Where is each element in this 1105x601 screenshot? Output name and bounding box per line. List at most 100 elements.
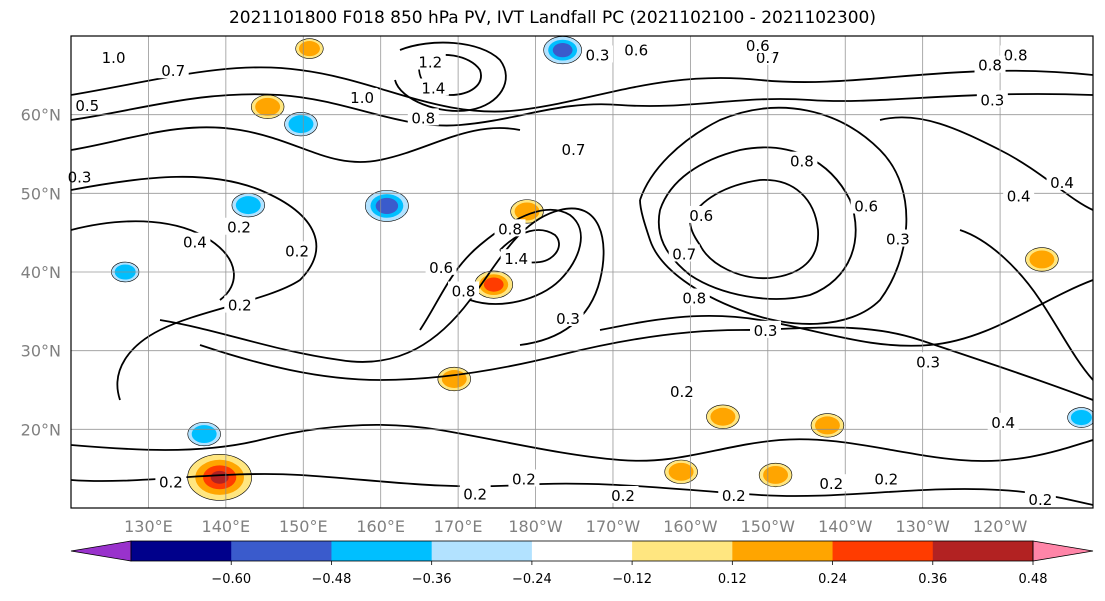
lon-tick-label: 130°W — [895, 517, 950, 536]
contour-label-bg — [912, 352, 944, 370]
contour-label: 0.6 — [429, 259, 453, 277]
contour-label-bg — [552, 308, 584, 326]
latitude-labels: 60°N 50°N 40°N 30°N 20°N — [21, 106, 61, 440]
pv-shaded-region — [514, 202, 540, 221]
lat-tick-label: 60°N — [21, 106, 61, 125]
pv-shaded-region — [710, 407, 736, 426]
contour-label: 0.6 — [746, 37, 770, 55]
contour-label: 0.8 — [682, 290, 706, 308]
contour-label: 0.4 — [183, 234, 207, 252]
pv-shaded-region — [763, 465, 789, 484]
contour-label-bg — [1000, 45, 1032, 63]
contour-label-bg — [850, 196, 882, 214]
contour-label-bg — [179, 232, 211, 250]
contour-label-bg — [668, 244, 700, 262]
colorbar-segment — [331, 541, 433, 561]
contour-label-bg — [417, 78, 449, 96]
contour-label-bg — [346, 87, 378, 105]
contour-label-bg — [678, 288, 710, 306]
contour-label: 1.4 — [504, 250, 528, 268]
contour-label: 0.7 — [756, 49, 780, 67]
contour-label-bg — [224, 295, 256, 313]
contour-label-bg — [155, 472, 187, 490]
colorbar-segment — [231, 541, 332, 561]
lon-tick-label: 150°W — [741, 517, 796, 536]
lon-tick-label: 160°W — [663, 517, 718, 536]
pv-shaded-region — [191, 425, 217, 444]
contour-label: 0.4 — [1050, 174, 1074, 192]
contour-label-bg — [1046, 172, 1078, 190]
lon-tick-label: 130°E — [124, 517, 173, 536]
lat-tick-label: 40°N — [21, 263, 61, 282]
lon-tick-label: 180°W — [508, 517, 563, 536]
contour-label: 0.3 — [68, 168, 92, 186]
contour-label: 0.6 — [854, 197, 878, 215]
contour-label-bg — [71, 95, 103, 113]
contour-label: 0.2 — [611, 487, 635, 505]
contour-label: 0.8 — [978, 57, 1002, 75]
contour-label-bg — [425, 257, 457, 275]
colorbar-tick-label: −0.48 — [312, 572, 352, 587]
contour-label: 0.3 — [916, 353, 940, 371]
contour-label-bg — [607, 485, 639, 503]
colorbar-extend-low — [70, 540, 132, 562]
contour-label-bg — [414, 52, 446, 70]
contour-label: 0.4 — [991, 414, 1015, 432]
contour-label-bg — [557, 139, 589, 157]
contour-label: 0.2 — [874, 470, 898, 488]
lat-tick-label: 30°N — [21, 342, 61, 361]
contour-label-bg — [987, 412, 1019, 430]
contour-label-bg — [976, 90, 1008, 108]
lon-tick-label: 120°W — [973, 517, 1028, 536]
colorbar: −0.60 −0.48 −0.36 −0.24 −0.12 0.12 0.24 0.36 0.4… — [70, 540, 1094, 587]
lat-tick-label: 50°N — [21, 184, 61, 203]
lon-tick-label: 150°E — [279, 517, 328, 536]
colorbar-extend-high — [1032, 540, 1094, 562]
colorbar-segment — [932, 541, 1034, 561]
contour-label-bg — [581, 45, 613, 63]
pv-shaded-region — [814, 416, 840, 435]
contour-labels: 1.0 0.7 0.5 0.3 0.4 0.2 0.2 0.2 0.2 0.6 0.8 0.8 1.4 0… — [64, 36, 1078, 509]
contour-label-bg — [281, 241, 313, 259]
contour-label: 0.6 — [624, 42, 648, 60]
contour-label: 0.3 — [556, 310, 580, 328]
colorbar-tick-label: −0.60 — [211, 572, 251, 587]
contour-label-bg — [815, 474, 847, 492]
colorbar-segment — [131, 541, 232, 561]
contour-label-bg — [666, 382, 698, 400]
colorbar-tick-label: 0.48 — [1019, 572, 1048, 587]
contour-label: 0.8 — [452, 282, 476, 300]
contour-label: 0.8 — [790, 153, 814, 171]
colorbar-outline — [130, 540, 1034, 562]
contour-label: 0.2 — [159, 474, 183, 492]
pv-shaded-region — [210, 470, 229, 484]
contour-label: 0.7 — [672, 245, 696, 263]
colorbar-tick-label: 0.36 — [918, 572, 947, 587]
contour-label: 0.3 — [754, 322, 778, 340]
pv-shaded-region — [375, 197, 399, 215]
lon-tick-label: 160°E — [356, 517, 405, 536]
contour-label: 0.4 — [1007, 187, 1031, 205]
pv-shaded-region — [1029, 250, 1055, 269]
colorbar-segment — [531, 541, 633, 561]
contour-label: 0.5 — [75, 97, 99, 115]
contour-label-bg — [685, 205, 717, 223]
pv-shaded-region — [1070, 409, 1092, 426]
pv-shaded-region — [255, 97, 281, 116]
contour-label-bg — [157, 61, 189, 79]
contour-label-bg — [742, 36, 774, 54]
contour-label-bg — [407, 108, 439, 126]
pv-shaded-region — [298, 41, 320, 57]
map-frame — [70, 35, 1094, 509]
contour-label-bg — [494, 219, 526, 237]
lon-tick-label: 140°W — [818, 517, 873, 536]
colorbar-tick-label: −0.24 — [512, 572, 552, 587]
colorbar-segment — [431, 541, 533, 561]
contour-label: 0.2 — [512, 470, 536, 488]
lon-tick-label: 170°W — [586, 517, 641, 536]
contour-label: 1.2 — [418, 54, 442, 72]
contour-label: 0.3 — [980, 91, 1004, 109]
contour-label: 0.3 — [886, 231, 910, 249]
contour-label: 1.0 — [350, 89, 374, 107]
contour-label-bg — [508, 469, 540, 487]
